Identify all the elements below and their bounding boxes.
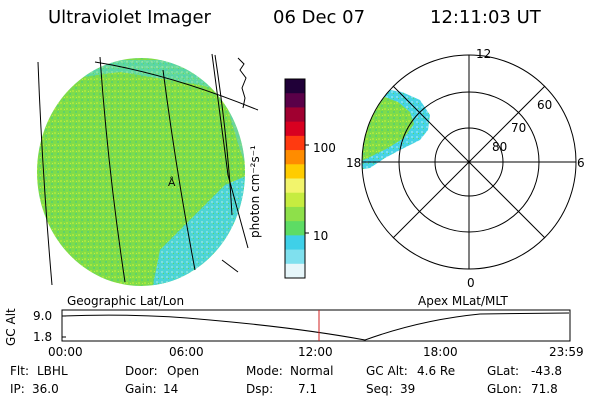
glon-label: GLon: — [487, 382, 522, 396]
gcalt-label: GC Alt: — [366, 364, 408, 378]
colorbar-segment — [285, 178, 305, 194]
altitude-ylabel: GC Alt — [4, 308, 18, 346]
time-tick-2359: 23:59 — [549, 345, 584, 359]
polar-panel — [361, 54, 577, 270]
colorbar-tick-10: 10 — [313, 229, 329, 243]
altitude-plot — [61, 309, 571, 342]
filter-label: Flt: — [10, 364, 29, 378]
colorbar-segment — [285, 263, 305, 279]
geo-image-panel: Å — [37, 53, 259, 286]
mlat-label-70: 70 — [511, 121, 527, 135]
colorbar-segment — [285, 150, 305, 165]
gain-value: 14 — [163, 382, 179, 396]
colorbar-segment — [285, 235, 305, 251]
mode-value: Normal — [290, 364, 334, 378]
time-tick-1200: 12:00 — [298, 345, 333, 359]
colorbar-tick-100: 100 — [313, 141, 336, 155]
door-label: Door: — [125, 364, 158, 378]
colorbar — [284, 78, 309, 279]
colorbar-segment — [285, 206, 305, 222]
date-label: 06 Dec 07 — [273, 7, 366, 28]
dsp-value: 7.1 — [298, 382, 318, 396]
colorbar-segment — [285, 221, 305, 236]
glat-value: -43.8 — [531, 364, 563, 378]
time-label: 12:11:03 UT — [430, 7, 541, 28]
glon-value: 71.8 — [531, 382, 558, 396]
colorbar-unit-label: photon cm⁻²s⁻¹ — [248, 145, 262, 238]
filter-value: LBHL — [37, 364, 68, 378]
polar-panel-caption: Apex MLat/MLT — [418, 294, 508, 308]
colorbar-segment — [285, 79, 305, 94]
mode-label: Mode: — [246, 364, 283, 378]
time-tick-0600: 06:00 — [169, 345, 204, 359]
seq-label: Seq: — [366, 382, 393, 396]
colorbar-segment — [285, 121, 305, 137]
colorbar-segment — [285, 93, 305, 108]
instrument-title: Ultraviolet Imager — [48, 7, 211, 28]
ip-label: IP: — [10, 382, 25, 396]
geo-panel-caption: Geographic Lat/Lon — [67, 294, 185, 308]
seq-value: 39 — [400, 382, 416, 396]
mlt-label-0: 0 — [467, 276, 475, 290]
dsp-label: Dsp: — [246, 382, 274, 396]
colorbar-segment — [285, 164, 305, 179]
colorbar-segment — [285, 192, 305, 208]
mlt-label-6: 6 — [577, 156, 585, 170]
gain-label: Gain: — [125, 382, 157, 396]
mlt-label-18: 18 — [346, 156, 362, 170]
colorbar-segment — [285, 135, 305, 151]
glat-label: GLat: — [487, 364, 520, 378]
subsatellite-marker: Å — [168, 176, 176, 189]
mlat-label-60: 60 — [537, 98, 553, 112]
time-tick-1800: 18:00 — [423, 345, 458, 359]
door-value: Open — [167, 364, 200, 378]
time-tick-0000: 00:00 — [48, 345, 83, 359]
mlt-label-12: 12 — [476, 47, 492, 61]
colorbar-segment — [285, 107, 305, 123]
altitude-ytick-low: 1.8 — [33, 330, 53, 344]
mlat-label-80: 80 — [492, 140, 508, 154]
altitude-ytick-high: 9.0 — [33, 309, 53, 323]
colorbar-segment — [285, 249, 305, 265]
gcalt-value: 4.6 Re — [417, 364, 456, 378]
ip-value: 36.0 — [32, 382, 59, 396]
